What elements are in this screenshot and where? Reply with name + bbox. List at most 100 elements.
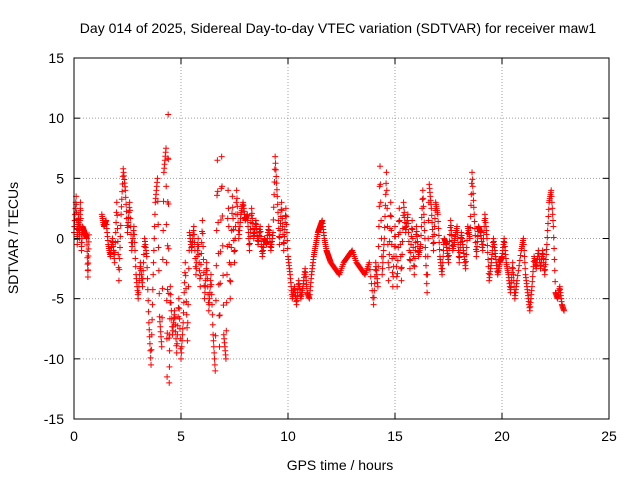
data-point bbox=[172, 328, 179, 335]
data-point bbox=[405, 229, 412, 236]
data-point bbox=[122, 194, 129, 201]
data-point bbox=[229, 210, 236, 217]
data-point bbox=[278, 207, 285, 214]
data-point bbox=[516, 257, 523, 264]
data-point bbox=[149, 301, 156, 308]
data-point bbox=[205, 307, 212, 314]
data-point bbox=[435, 218, 442, 225]
data-point bbox=[411, 271, 418, 278]
data-point bbox=[552, 278, 559, 285]
data-point bbox=[542, 261, 549, 268]
data-point bbox=[77, 199, 84, 206]
data-point bbox=[155, 244, 162, 251]
data-point bbox=[282, 205, 289, 212]
data-point bbox=[166, 363, 173, 370]
data-point bbox=[84, 241, 91, 248]
data-point bbox=[470, 204, 477, 211]
data-point bbox=[246, 241, 253, 248]
data-point bbox=[208, 291, 215, 298]
data-point bbox=[366, 259, 373, 266]
data-point bbox=[393, 263, 400, 270]
data-point bbox=[435, 225, 442, 232]
data-point bbox=[151, 211, 158, 218]
data-point bbox=[207, 271, 214, 278]
data-point bbox=[417, 241, 424, 248]
data-point bbox=[191, 239, 198, 246]
data-point bbox=[470, 190, 477, 197]
data-point bbox=[244, 217, 251, 224]
data-point bbox=[550, 217, 557, 224]
data-point bbox=[270, 229, 277, 236]
data-point bbox=[224, 215, 231, 222]
data-point bbox=[227, 261, 234, 268]
data-point bbox=[378, 217, 385, 224]
data-point bbox=[413, 228, 420, 235]
data-point bbox=[456, 259, 463, 266]
data-point bbox=[411, 263, 418, 270]
data-point bbox=[167, 291, 174, 298]
data-point bbox=[215, 281, 222, 288]
data-point bbox=[126, 207, 133, 214]
data-point bbox=[270, 204, 277, 211]
data-point bbox=[275, 217, 282, 224]
data-point bbox=[158, 333, 165, 340]
data-point bbox=[424, 289, 431, 296]
data-point bbox=[530, 268, 537, 275]
data-point bbox=[219, 242, 226, 249]
data-point bbox=[176, 305, 183, 312]
data-point bbox=[424, 253, 431, 260]
data-point bbox=[119, 188, 126, 195]
data-point bbox=[223, 327, 230, 334]
data-point bbox=[473, 253, 480, 260]
data-point bbox=[386, 251, 393, 258]
data-point bbox=[181, 289, 188, 296]
data-point bbox=[220, 272, 227, 279]
data-point bbox=[211, 349, 218, 356]
data-point bbox=[273, 180, 280, 187]
data-point bbox=[113, 209, 120, 216]
data-point bbox=[144, 275, 151, 282]
data-point bbox=[530, 258, 537, 265]
data-point bbox=[469, 169, 476, 176]
data-point bbox=[163, 259, 170, 266]
data-point bbox=[407, 249, 414, 256]
data-point bbox=[151, 235, 158, 242]
data-point bbox=[474, 243, 481, 250]
data-point bbox=[163, 183, 170, 190]
data-point bbox=[543, 241, 550, 248]
data-point bbox=[225, 205, 232, 212]
data-point bbox=[159, 314, 166, 321]
data-point bbox=[551, 256, 558, 263]
data-point bbox=[245, 223, 252, 230]
data-point bbox=[414, 238, 421, 245]
data-point bbox=[521, 247, 528, 254]
data-point bbox=[485, 256, 492, 263]
data-point bbox=[516, 262, 523, 269]
data-point bbox=[396, 229, 403, 236]
data-point bbox=[419, 187, 426, 194]
data-point bbox=[394, 283, 401, 290]
data-point bbox=[385, 259, 392, 266]
data-point bbox=[210, 343, 217, 350]
data-point bbox=[114, 225, 121, 232]
data-point bbox=[381, 235, 388, 242]
data-point bbox=[185, 301, 192, 308]
data-point bbox=[139, 283, 146, 290]
data-point bbox=[112, 249, 119, 256]
data-point bbox=[166, 335, 173, 342]
data-point bbox=[144, 264, 151, 271]
data-point bbox=[425, 217, 432, 224]
data-point bbox=[409, 217, 416, 224]
data-point bbox=[370, 294, 377, 301]
data-point bbox=[367, 266, 374, 273]
data-point bbox=[404, 211, 411, 218]
data-point bbox=[545, 213, 552, 220]
y-tick-label: 5 bbox=[56, 170, 64, 186]
x-tick-label: 5 bbox=[177, 428, 185, 444]
data-point bbox=[517, 252, 524, 259]
data-point bbox=[155, 267, 162, 274]
data-point bbox=[114, 238, 121, 245]
data-point bbox=[158, 343, 165, 350]
data-point bbox=[335, 270, 342, 277]
data-point bbox=[397, 241, 404, 248]
